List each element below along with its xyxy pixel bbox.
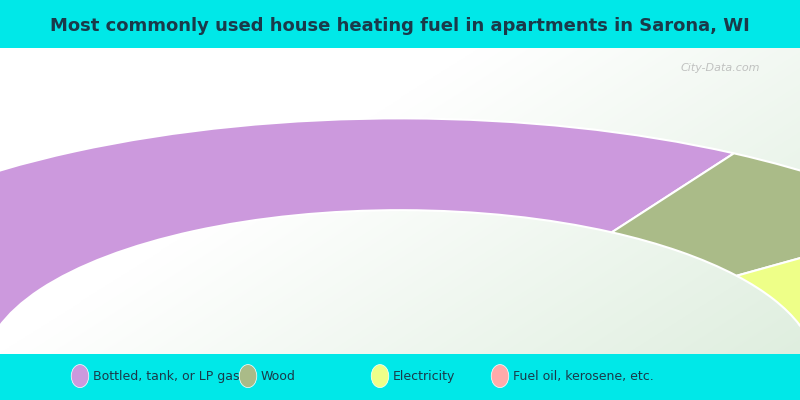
Text: Electricity: Electricity (393, 370, 455, 382)
Text: Fuel oil, kerosene, etc.: Fuel oil, kerosene, etc. (513, 370, 654, 382)
Ellipse shape (71, 364, 89, 388)
Ellipse shape (239, 364, 257, 388)
Text: Bottled, tank, or LP gas: Bottled, tank, or LP gas (93, 370, 239, 382)
Text: Wood: Wood (261, 370, 296, 382)
Ellipse shape (491, 364, 509, 388)
Wedge shape (0, 118, 734, 369)
Text: City-Data.com: City-Data.com (681, 63, 760, 73)
Text: Most commonly used house heating fuel in apartments in Sarona, WI: Most commonly used house heating fuel in… (50, 17, 750, 35)
Ellipse shape (371, 364, 389, 388)
Wedge shape (612, 153, 800, 276)
Wedge shape (737, 222, 800, 325)
